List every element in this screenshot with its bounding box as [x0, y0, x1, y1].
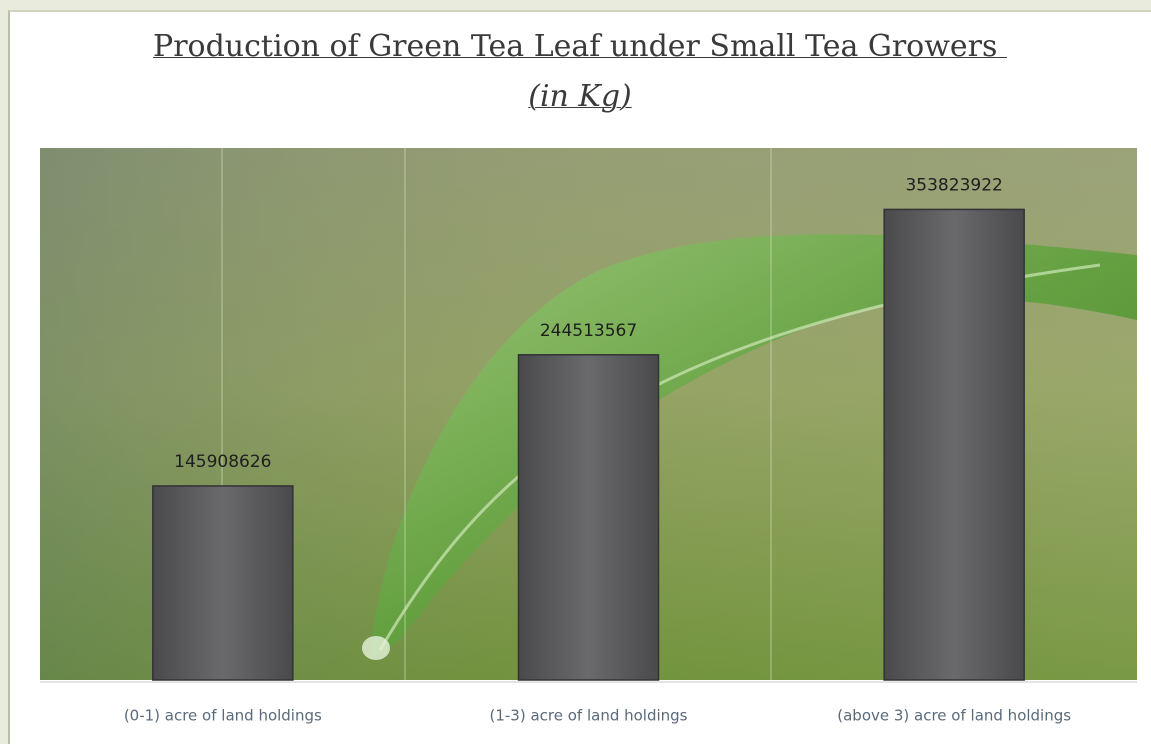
- value-label: 244513567: [540, 321, 637, 341]
- x-tick-label: (0-1) acre of land holdings: [124, 707, 322, 725]
- chart-title: Production of Green Tea Leaf under Small…: [150, 22, 1010, 122]
- value-label: 145908626: [174, 452, 271, 472]
- value-label: 353823922: [905, 175, 1002, 195]
- x-tick-label: (1-3) acre of land holdings: [489, 707, 687, 725]
- x-tick-label: (above 3) acre of land holdings: [837, 707, 1071, 725]
- bar: [883, 208, 1025, 681]
- title-text: Production of Green Tea Leaf under Small…: [153, 29, 998, 64]
- bar: [517, 354, 660, 681]
- bar: [152, 485, 294, 681]
- title-unit: (in Kg): [528, 79, 632, 114]
